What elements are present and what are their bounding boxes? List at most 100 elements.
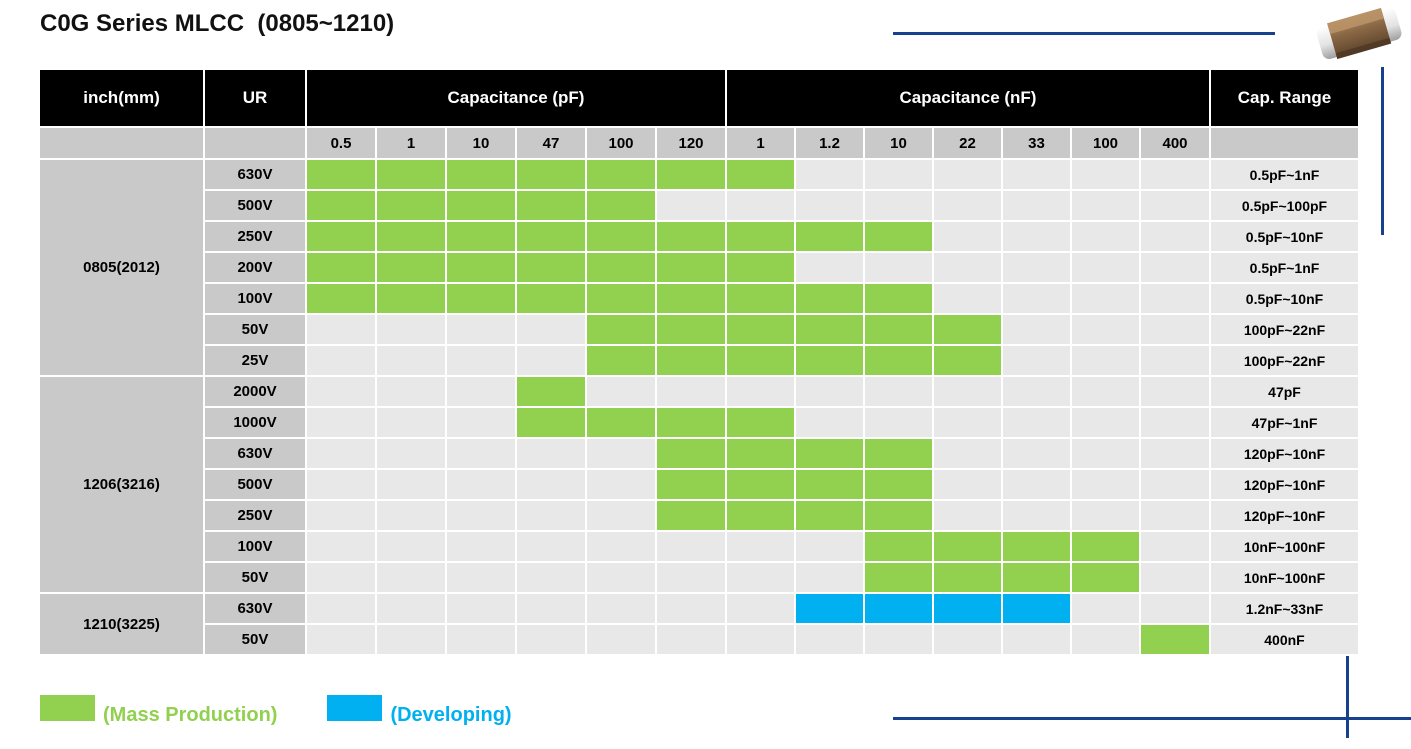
ur-label: 100V <box>205 284 305 313</box>
cell-mass-production <box>1141 625 1209 654</box>
ur-label: 250V <box>205 222 305 251</box>
cell-empty <box>934 377 1001 406</box>
cell-empty <box>517 439 585 468</box>
cell-empty <box>796 625 863 654</box>
cell-mass-production <box>657 315 725 344</box>
cell-mass-production <box>657 284 725 313</box>
cell-empty <box>447 501 515 530</box>
cap-range-value: 0.5pF~10nF <box>1211 284 1358 313</box>
cell-empty <box>865 377 932 406</box>
header-cap-range: Cap. Range <box>1211 70 1358 126</box>
cap-range-value: 10nF~100nF <box>1211 532 1358 561</box>
cell-mass-production <box>865 563 932 592</box>
cell-mass-production <box>727 253 794 282</box>
ur-label: 500V <box>205 470 305 499</box>
cell-empty <box>1003 315 1070 344</box>
header-inch-mm: inch(mm) <box>40 70 203 126</box>
cell-empty <box>447 470 515 499</box>
cell-empty <box>1141 594 1209 623</box>
cell-empty <box>796 160 863 189</box>
cell-mass-production <box>727 315 794 344</box>
ur-label: 1000V <box>205 408 305 437</box>
cell-empty <box>377 470 445 499</box>
cell-empty <box>1072 470 1139 499</box>
cap-range-value: 0.5pF~1nF <box>1211 160 1358 189</box>
cell-mass-production <box>447 284 515 313</box>
cell-mass-production <box>865 470 932 499</box>
cell-empty <box>307 346 375 375</box>
ur-label: 25V <box>205 346 305 375</box>
table-row: 500V 120pF~10nF <box>40 470 1358 499</box>
cell-mass-production <box>377 222 445 251</box>
cell-empty <box>1141 501 1209 530</box>
table-row: 0805(2012) 630V 0.5pF~1nF <box>40 160 1358 375</box>
cell-empty <box>865 160 932 189</box>
cell-mass-production <box>865 501 932 530</box>
cap-range-value: 10nF~100nF <box>1211 563 1358 592</box>
cell-empty <box>934 222 1001 251</box>
cell-empty <box>796 563 863 592</box>
cell-empty <box>1072 501 1139 530</box>
nf-column-100: 100 <box>1072 128 1139 158</box>
nf-column-1.2: 1.2 <box>796 128 863 158</box>
cell-empty <box>307 563 375 592</box>
cell-empty <box>934 253 1001 282</box>
cell-mass-production <box>727 346 794 375</box>
ur-label: 50V <box>205 315 305 344</box>
cell-empty <box>447 532 515 561</box>
cell-empty <box>587 532 655 561</box>
cell-mass-production <box>377 253 445 282</box>
top-rule-line <box>893 32 1275 35</box>
developing-swatch <box>327 695 383 721</box>
cell-empty <box>447 439 515 468</box>
cell-mass-production <box>587 284 655 313</box>
subheader-blank-ur <box>205 128 305 158</box>
header-capacitance-pf: Capacitance (pF) <box>307 70 725 126</box>
cell-empty <box>727 594 794 623</box>
cell-empty <box>587 563 655 592</box>
cell-empty <box>377 563 445 592</box>
cell-mass-production <box>517 377 585 406</box>
cell-empty <box>865 253 932 282</box>
ur-label: 100V <box>205 532 305 561</box>
cell-empty <box>1072 160 1139 189</box>
cell-empty <box>447 346 515 375</box>
cell-empty <box>307 315 375 344</box>
cell-empty <box>587 625 655 654</box>
table-row: 500V 0.5pF~100pF <box>40 191 1358 220</box>
table-row: 1206(3216) 2000V 47pF <box>40 377 1358 592</box>
cell-mass-production <box>657 470 725 499</box>
cell-empty <box>517 470 585 499</box>
cell-empty <box>517 563 585 592</box>
cell-empty <box>307 532 375 561</box>
cell-developing <box>865 594 932 623</box>
cell-mass-production <box>796 346 863 375</box>
cell-mass-production <box>517 284 585 313</box>
cell-empty <box>1072 315 1139 344</box>
cell-mass-production <box>934 563 1001 592</box>
cell-mass-production <box>934 532 1001 561</box>
cell-mass-production <box>796 470 863 499</box>
cell-empty <box>1141 284 1209 313</box>
ur-label: 2000V <box>205 377 305 406</box>
ur-label: 250V <box>205 501 305 530</box>
cell-empty <box>796 532 863 561</box>
nf-column-22: 22 <box>934 128 1001 158</box>
cell-empty <box>657 594 725 623</box>
cell-mass-production <box>447 191 515 220</box>
cell-empty <box>934 625 1001 654</box>
cap-range-value: 120pF~10nF <box>1211 439 1358 468</box>
cap-range-value: 120pF~10nF <box>1211 470 1358 499</box>
table-row: 100V 10nF~100nF <box>40 532 1358 561</box>
cell-empty <box>1072 439 1139 468</box>
cell-empty <box>1003 439 1070 468</box>
cell-empty <box>1141 346 1209 375</box>
right-rule-line <box>1381 67 1384 235</box>
cell-empty <box>447 377 515 406</box>
cell-empty <box>934 439 1001 468</box>
cell-mass-production <box>727 501 794 530</box>
cell-mass-production <box>796 315 863 344</box>
cell-empty <box>1003 191 1070 220</box>
pf-column-120: 120 <box>657 128 725 158</box>
header-ur: UR <box>205 70 305 126</box>
